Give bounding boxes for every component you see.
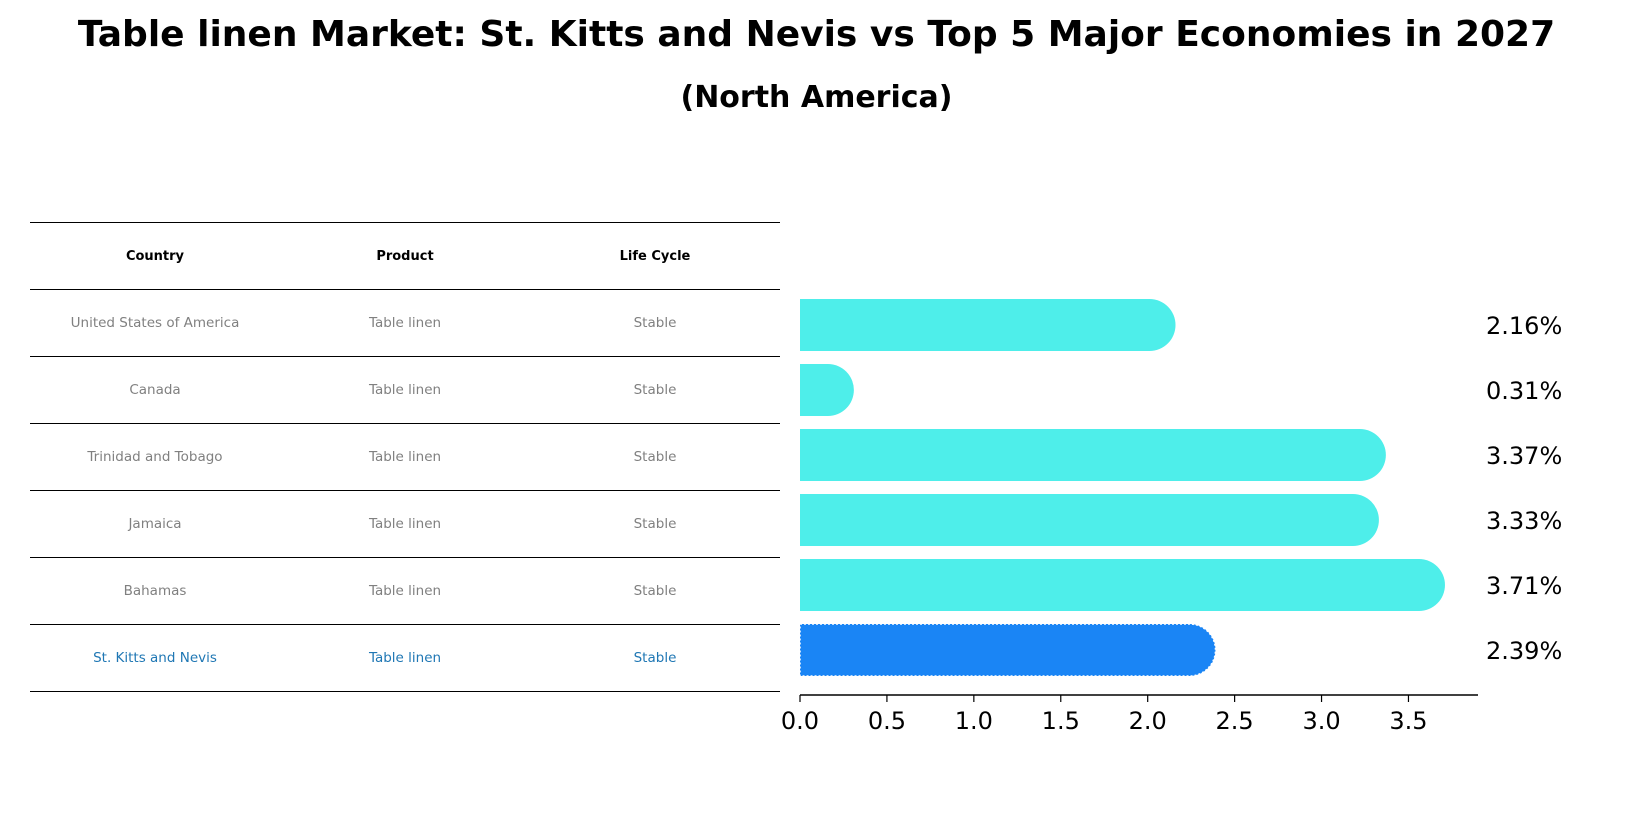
cell-product: Table linen <box>280 490 530 558</box>
bar-highlighted <box>799 623 1217 677</box>
cell-product: Table linen <box>280 624 530 692</box>
cell-country: Trinidad and Tobago <box>30 423 280 491</box>
x-tick-label: 1.5 <box>1042 707 1080 735</box>
x-tick-label: 3.0 <box>1302 707 1340 735</box>
data-label: 2.39% <box>1486 637 1562 665</box>
bar <box>800 494 1379 546</box>
cell-country: United States of America <box>30 289 280 357</box>
cell-life-cycle: Stable <box>530 624 780 692</box>
table-row: Jamaica Table linen Stable <box>30 490 780 558</box>
cell-country: St. Kitts and Nevis <box>30 624 280 692</box>
cell-life-cycle: Stable <box>530 289 780 357</box>
table-row: Bahamas Table linen Stable <box>30 557 780 625</box>
data-label: 2.16% <box>1486 312 1562 340</box>
column-header-country: Country <box>30 222 280 290</box>
column-header-life-cycle: Life Cycle <box>530 222 780 290</box>
cell-product: Table linen <box>280 356 530 424</box>
column-header-product: Product <box>280 222 530 290</box>
x-tick-label: 2.0 <box>1129 707 1167 735</box>
data-table: Country Product Life Cycle United States… <box>30 222 780 692</box>
cell-product: Table linen <box>280 289 530 357</box>
table-row: Trinidad and Tobago Table linen Stable <box>30 423 780 491</box>
data-label: 3.71% <box>1486 572 1562 600</box>
cell-life-cycle: Stable <box>530 490 780 558</box>
cell-life-cycle: Stable <box>530 356 780 424</box>
x-tick-label: 0.5 <box>868 707 906 735</box>
cell-product: Table linen <box>280 423 530 491</box>
bar <box>800 299 1176 351</box>
cell-country: Canada <box>30 356 280 424</box>
table-row: United States of America Table linen Sta… <box>30 289 780 357</box>
bar <box>800 559 1445 611</box>
x-tick-label: 2.5 <box>1216 707 1254 735</box>
data-label: 0.31% <box>1486 377 1562 405</box>
x-tick-label: 0.0 <box>781 707 819 735</box>
table-row-highlighted: St. Kitts and Nevis Table linen Stable <box>30 624 780 692</box>
bar <box>800 429 1386 481</box>
chart-title: Table linen Market: St. Kitts and Nevis … <box>77 14 1556 55</box>
x-tick-label: 3.5 <box>1389 707 1427 735</box>
cell-product: Table linen <box>280 557 530 625</box>
cell-country: Jamaica <box>30 490 280 558</box>
bar <box>800 364 854 416</box>
cell-life-cycle: Stable <box>530 423 780 491</box>
table-header-row: Country Product Life Cycle <box>30 222 780 290</box>
table-row: Canada Table linen Stable <box>30 356 780 424</box>
data-label: 3.37% <box>1486 442 1562 470</box>
cell-life-cycle: Stable <box>530 557 780 625</box>
data-label: 3.33% <box>1486 507 1562 535</box>
cell-country: Bahamas <box>30 557 280 625</box>
chart-subtitle: (North America) <box>680 80 953 115</box>
x-tick-label: 1.0 <box>955 707 993 735</box>
